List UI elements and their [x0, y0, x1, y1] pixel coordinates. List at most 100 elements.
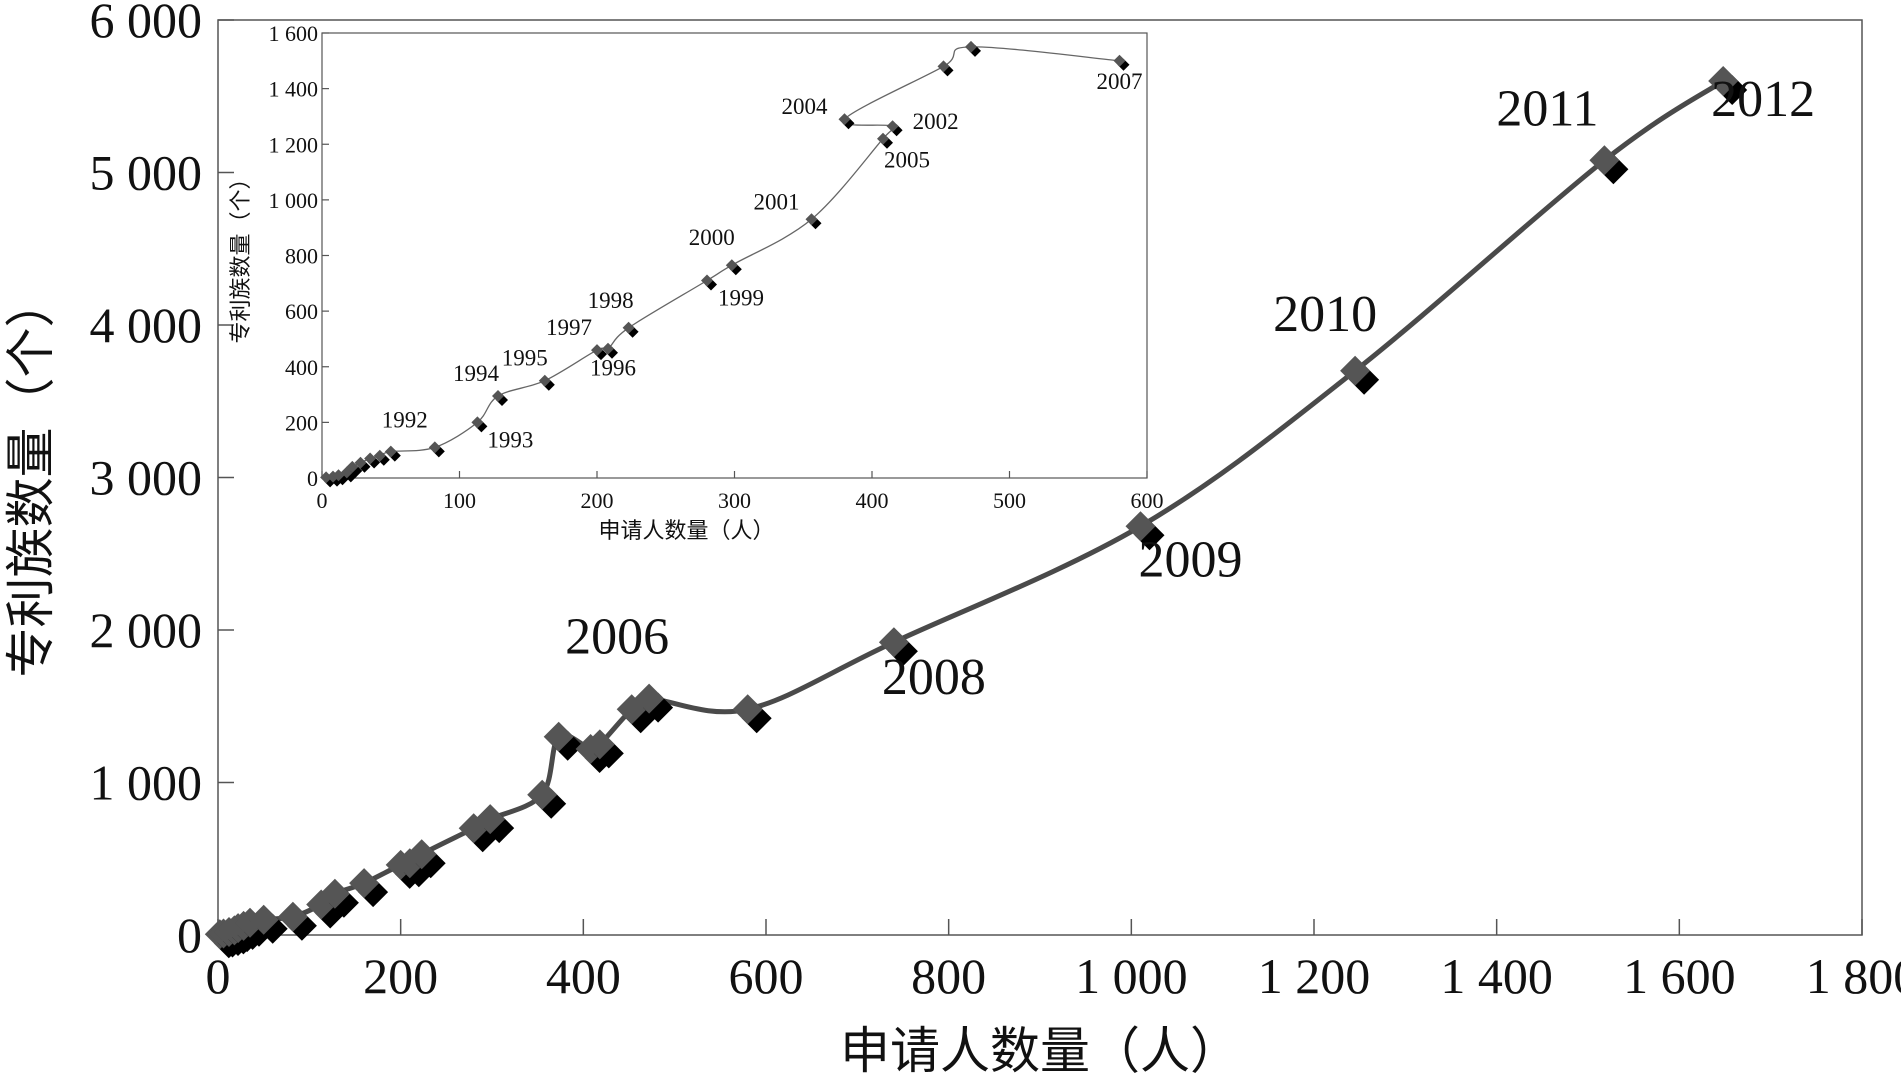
inset-x-tick-label: 500: [993, 488, 1026, 513]
main-year-annotation: 2011: [1496, 80, 1598, 137]
main-data-point: [1589, 145, 1620, 176]
inset-year-annotation: 1994: [453, 361, 500, 386]
main-data-point: [584, 729, 615, 760]
inset-data-point: [591, 344, 603, 357]
main-y-tick-label: 2 000: [90, 602, 203, 658]
inset-year-annotation: 2004: [782, 94, 829, 119]
inset-data-point: [937, 60, 950, 73]
inset-x-tick-label: 600: [1131, 488, 1164, 513]
inset-year-annotation: 2007: [1097, 69, 1143, 94]
main-y-axis-label: 专利族数量（个）: [2, 278, 60, 678]
inset-data-point: [622, 321, 635, 334]
main-data-point: [878, 627, 909, 658]
main-data-point: [543, 721, 574, 752]
inset-data-point: [877, 132, 889, 145]
main-data-point: [349, 868, 380, 899]
inset-x-tick-label: 200: [581, 488, 614, 513]
inset-year-annotation: 2001: [754, 189, 800, 214]
main-data-point: [1125, 511, 1156, 542]
main-y-tick-label: 6 000: [90, 0, 203, 48]
inset-x-tick-label: 300: [718, 488, 751, 513]
main-y-tick-label: 1 000: [90, 755, 203, 811]
main-y-tick-label: 5 000: [90, 145, 203, 201]
main-x-tick-label: 800: [911, 948, 986, 1004]
main-x-tick-label: 400: [546, 948, 621, 1004]
inset-data-point: [373, 449, 386, 462]
main-x-tick-label: 1 600: [1623, 948, 1736, 1004]
inset-y-tick-label: 800: [285, 244, 318, 269]
inset-data-point: [384, 445, 397, 458]
inset-data-point-shadow: [1117, 58, 1130, 71]
inset-year-annotation: 2000: [689, 225, 735, 250]
inset-y-tick-label: 1 000: [269, 188, 319, 213]
main-x-tick-label: 1 400: [1440, 948, 1553, 1004]
inset-data-point: [701, 274, 713, 287]
main-year-annotation: 2006: [565, 609, 669, 666]
inset-data-point: [364, 452, 377, 465]
inset-data-point: [886, 120, 899, 133]
main-data-point: [406, 839, 437, 870]
inset-data-point: [1113, 54, 1126, 67]
inset-x-tick-label: 100: [443, 488, 476, 513]
inset-plot-frame: [321, 32, 1148, 479]
main-year-annotation: 2009: [1138, 531, 1242, 588]
inset-y-tick-label: 0: [307, 466, 318, 491]
main-data-point: [1708, 66, 1739, 96]
inset-x-tick-label: 400: [856, 488, 889, 513]
inset-x-tick-label: 0: [317, 488, 328, 513]
main-x-tick-label: 1 200: [1258, 948, 1371, 1004]
inset-year-annotation: 1995: [502, 346, 548, 371]
main-data-point: [527, 779, 558, 810]
inset-y-tick-label: 1 200: [269, 132, 319, 157]
main-y-tick-label: 4 000: [90, 297, 203, 353]
main-data-point: [248, 904, 279, 935]
main-data-point: [475, 804, 506, 835]
inset-chart: 0 100 200 300 400 500 600 0 200 400 600 800 1 000 1 2…: [229, 21, 1164, 544]
main-x-tick-label: 0: [206, 948, 231, 1004]
main-year-annotation: 2010: [1273, 286, 1377, 343]
inset-y-tick-label: 1 400: [269, 77, 319, 102]
inset-data-point: [965, 40, 977, 53]
inset-data-point: [602, 342, 614, 355]
main-year-annotation: 2012: [1711, 71, 1815, 128]
main-x-tick-label: 200: [363, 948, 438, 1004]
main-year-annotation: 2008: [882, 649, 986, 706]
inset-year-annotation: 1997: [546, 315, 592, 340]
main-y-tick-label: 0: [177, 907, 202, 963]
inset-data-point: [538, 374, 551, 387]
main-data-point: [319, 878, 350, 909]
inset-year-annotation: 1999: [718, 286, 764, 311]
inset-year-annotation: 1993: [487, 427, 533, 452]
main-x-axis-label: 申请人数量（人）: [840, 1022, 1240, 1078]
inset-x-axis-label: 申请人数量（人）: [598, 519, 774, 544]
main-x-tick-label: 600: [729, 948, 804, 1004]
main-data-point: [732, 694, 763, 725]
main-x-tick-label: 1 800: [1806, 948, 1901, 1004]
inset-year-annotation: 1992: [382, 407, 428, 432]
inset-data-point: [428, 441, 441, 454]
inset-y-axis-label: 专利族数量（个）: [229, 167, 254, 343]
main-data-point: [277, 901, 308, 932]
inset-data-point: [320, 471, 333, 484]
inset-year-annotation: 1998: [588, 288, 634, 313]
inset-y-tick-label: 600: [285, 299, 318, 324]
main-y-tick-label: 3 000: [90, 450, 203, 506]
inset-y-tick-label: 200: [285, 410, 318, 435]
inset-data-point: [492, 390, 504, 402]
main-data-point: [1340, 355, 1371, 386]
main-x-tick-label: 1 000: [1075, 948, 1188, 1004]
inset-data-point: [805, 213, 818, 226]
inset-data-point: [725, 259, 738, 272]
inset-y-tick-label: 1 600: [269, 21, 319, 46]
inset-year-annotation: 1996: [590, 356, 636, 381]
inset-data-point: [471, 416, 484, 429]
inset-year-annotation: 2005: [884, 148, 930, 173]
inset-year-annotation: 2002: [913, 109, 959, 134]
inset-data-point: [354, 456, 367, 469]
inset-data-point: [346, 460, 359, 473]
inset-data-point: [838, 113, 851, 126]
inset-y-tick-label: 400: [285, 355, 318, 380]
